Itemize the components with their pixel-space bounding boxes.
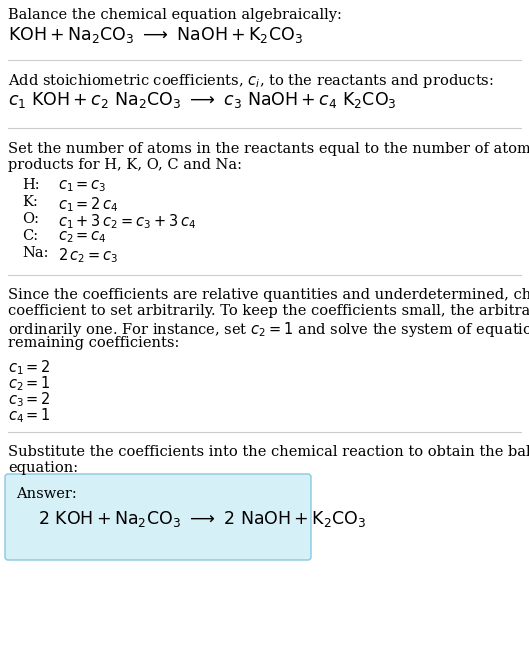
Text: $c_1 = c_3$: $c_1 = c_3$ — [58, 178, 107, 193]
Text: ordinarily one. For instance, set $c_2 = 1$ and solve the system of equations fo: ordinarily one. For instance, set $c_2 =… — [8, 320, 529, 339]
Text: $c_1 + 3\,c_2 = c_3 + 3\,c_4$: $c_1 + 3\,c_2 = c_3 + 3\,c_4$ — [58, 212, 196, 231]
Text: $c_1 = 2\,c_4$: $c_1 = 2\,c_4$ — [58, 195, 118, 214]
FancyBboxPatch shape — [5, 474, 311, 560]
Text: products for H, K, O, C and Na:: products for H, K, O, C and Na: — [8, 158, 242, 172]
Text: K:: K: — [22, 195, 38, 209]
Text: Since the coefficients are relative quantities and underdetermined, choose a: Since the coefficients are relative quan… — [8, 288, 529, 302]
Text: $\mathrm{KOH + Na_2CO_3 \ \longrightarrow \ NaOH + K_2CO_3}$: $\mathrm{KOH + Na_2CO_3 \ \longrightarro… — [8, 25, 303, 45]
Text: $c_2 = c_4$: $c_2 = c_4$ — [58, 229, 107, 245]
Text: remaining coefficients:: remaining coefficients: — [8, 336, 179, 350]
Text: H:: H: — [22, 178, 40, 192]
Text: C:: C: — [22, 229, 38, 243]
Text: $c_4 = 1$: $c_4 = 1$ — [8, 406, 51, 424]
Text: $c_1\ \mathrm{KOH} + c_2\ \mathrm{Na_2CO_3}\ \longrightarrow\ c_3\ \mathrm{NaOH}: $c_1\ \mathrm{KOH} + c_2\ \mathrm{Na_2CO… — [8, 90, 397, 110]
Text: $c_3 = 2$: $c_3 = 2$ — [8, 390, 51, 409]
Text: $2\ \mathrm{KOH + Na_2CO_3\ \longrightarrow\ 2\ NaOH + K_2CO_3}$: $2\ \mathrm{KOH + Na_2CO_3\ \longrightar… — [38, 509, 367, 529]
Text: O:: O: — [22, 212, 39, 226]
Text: Balance the chemical equation algebraically:: Balance the chemical equation algebraica… — [8, 8, 342, 22]
Text: $c_2 = 1$: $c_2 = 1$ — [8, 374, 51, 393]
Text: Add stoichiometric coefficients, $c_i$, to the reactants and products:: Add stoichiometric coefficients, $c_i$, … — [8, 72, 494, 90]
Text: Na:: Na: — [22, 246, 49, 260]
Text: Set the number of atoms in the reactants equal to the number of atoms in the: Set the number of atoms in the reactants… — [8, 142, 529, 156]
Text: $2\,c_2 = c_3$: $2\,c_2 = c_3$ — [58, 246, 118, 265]
Text: Answer:: Answer: — [16, 487, 77, 501]
Text: equation:: equation: — [8, 461, 78, 475]
Text: coefficient to set arbitrarily. To keep the coefficients small, the arbitrary va: coefficient to set arbitrarily. To keep … — [8, 304, 529, 318]
Text: $c_1 = 2$: $c_1 = 2$ — [8, 358, 51, 377]
Text: Substitute the coefficients into the chemical reaction to obtain the balanced: Substitute the coefficients into the che… — [8, 445, 529, 459]
